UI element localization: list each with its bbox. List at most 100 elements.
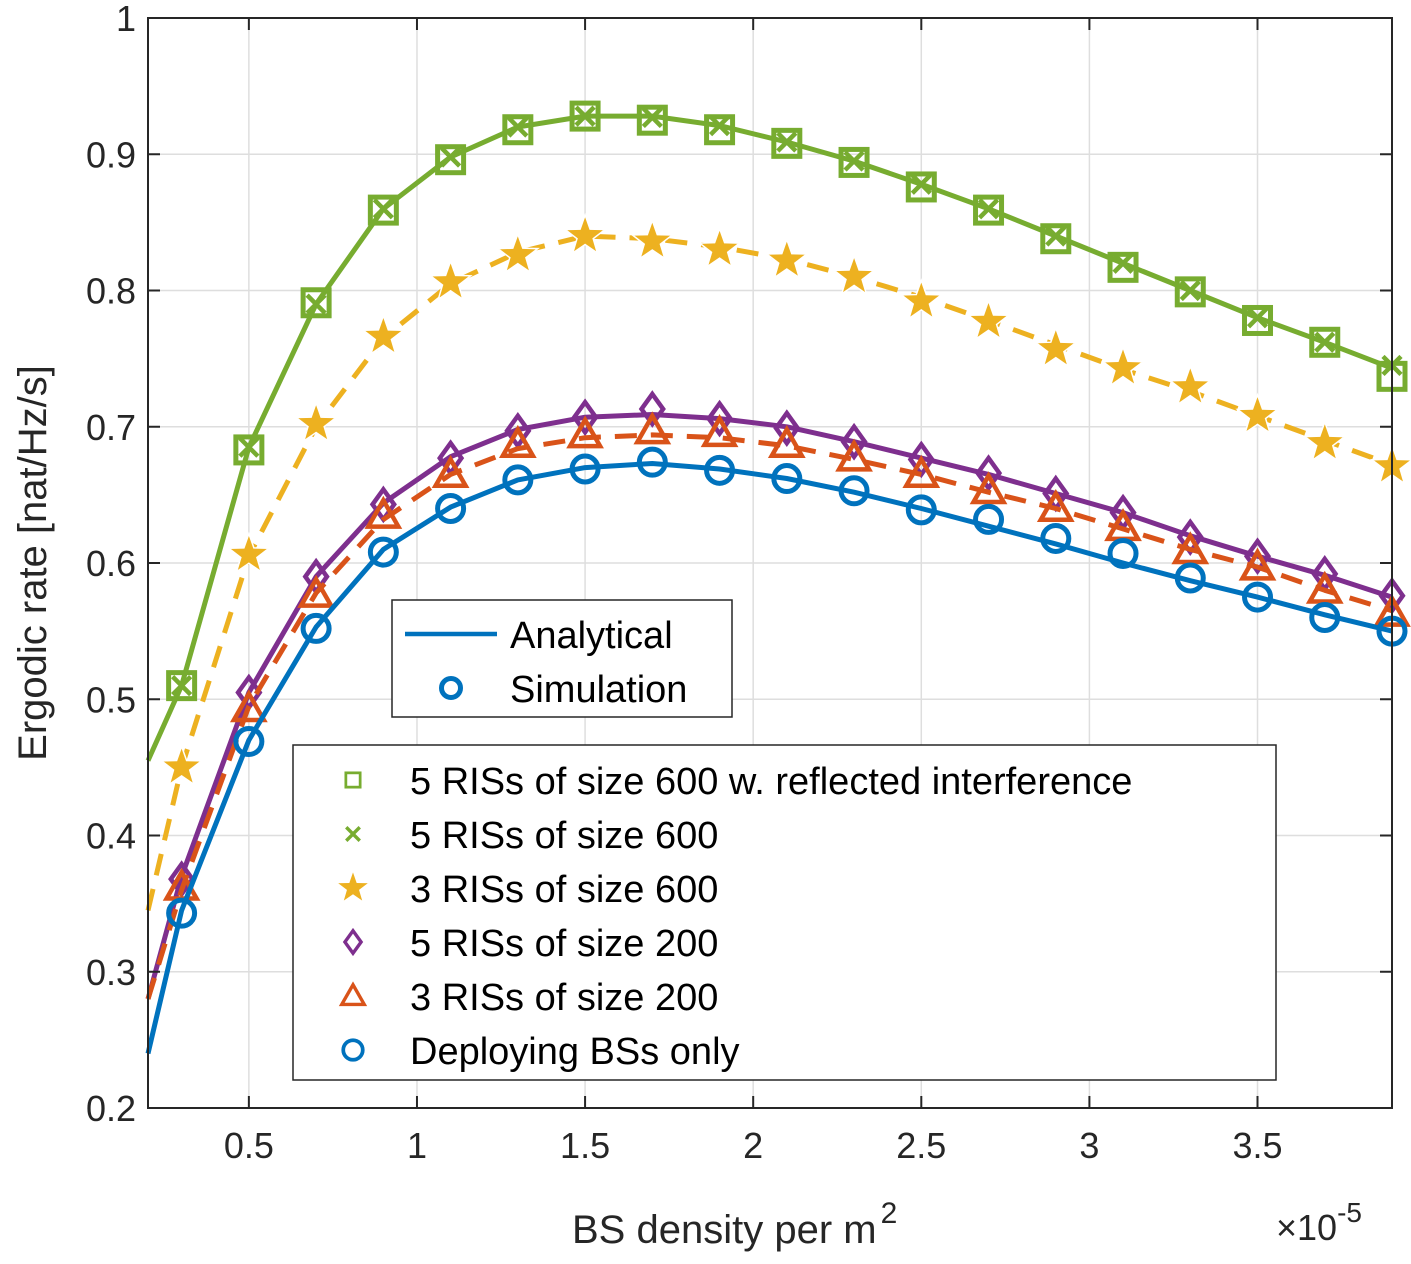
data-point-marker	[226, 531, 271, 574]
data-point-marker	[776, 131, 798, 153]
data-point-marker	[1174, 276, 1206, 308]
data-point-marker	[569, 100, 601, 132]
x-tick-label: 1.5	[560, 1125, 610, 1166]
data-point-marker	[633, 411, 672, 445]
data-point-marker	[238, 436, 260, 458]
legend-label-bs-only: Deploying BSs only	[410, 1031, 740, 1073]
data-point-marker	[1235, 392, 1280, 435]
data-point-marker	[364, 495, 403, 529]
data-point-marker	[297, 574, 335, 608]
x-exponent-power: -5	[1337, 1197, 1362, 1228]
legend-marker-star	[333, 867, 373, 905]
data-point-marker	[705, 399, 734, 438]
legend-label-5ris-600: 5 RISs of size 600	[410, 815, 718, 857]
data-point-marker	[641, 106, 663, 129]
data-point-marker	[974, 454, 1003, 492]
data-point-marker	[843, 150, 865, 172]
data-point-marker	[504, 411, 532, 450]
data-point-marker	[305, 293, 327, 315]
legend-simulation-label: Simulation	[510, 669, 687, 711]
data-point-marker	[502, 464, 534, 496]
data-point-marker	[831, 253, 877, 296]
data-point-marker	[300, 612, 332, 644]
y-tick-label: 0.4	[86, 816, 136, 857]
data-point-marker	[764, 237, 809, 280]
data-point-marker	[1238, 547, 1277, 581]
data-point-marker	[1176, 518, 1204, 556]
data-point-marker	[431, 454, 470, 488]
y-axis-label: Ergodic rate [nat/Hz/s]	[11, 365, 55, 761]
data-point-marker	[1100, 344, 1146, 388]
data-point-marker	[838, 146, 870, 178]
data-point-marker	[440, 146, 462, 168]
legend-marker-x	[345, 826, 361, 842]
data-point-marker	[367, 536, 399, 568]
data-point-marker	[704, 454, 736, 486]
data-point-marker	[1040, 522, 1072, 554]
data-point-marker	[498, 424, 537, 458]
data-point-marker	[838, 475, 870, 507]
series-3	[145, 390, 1406, 1000]
data-point-marker	[574, 105, 596, 127]
data-point-marker	[293, 400, 339, 443]
x-tick-label: 2.5	[896, 1125, 946, 1166]
data-point-marker	[361, 313, 406, 356]
data-point-marker	[840, 422, 868, 461]
series-layer	[145, 100, 1411, 1055]
data-point-marker	[697, 226, 742, 269]
series-4	[145, 411, 1411, 1000]
legend-style: Analytical Simulation	[391, 599, 733, 718]
data-point-marker	[966, 298, 1011, 341]
data-point-marker	[233, 725, 265, 757]
legend-series-box	[292, 744, 1277, 1081]
x-tick-label: 2	[743, 1125, 763, 1166]
x-tick-label: 3	[1079, 1125, 1099, 1166]
legend-simulation-marker	[439, 676, 463, 700]
data-point-marker	[771, 463, 803, 495]
data-point-marker	[1107, 251, 1139, 283]
data-point-marker	[977, 198, 1000, 220]
data-point-marker	[1040, 223, 1072, 255]
data-point-marker	[1309, 602, 1341, 633]
data-point-marker	[435, 493, 467, 524]
data-point-marker	[507, 116, 529, 138]
data-point-marker	[907, 440, 935, 479]
y-tick-label: 0.2	[86, 1088, 136, 1129]
x-axis-label-superscript: 2	[881, 1197, 898, 1230]
data-point-marker	[367, 194, 399, 226]
data-point-marker	[905, 171, 937, 203]
data-point-marker	[910, 173, 932, 195]
data-point-marker	[435, 144, 467, 176]
data-point-marker	[571, 398, 599, 437]
data-point-marker	[562, 212, 608, 255]
data-point-marker	[233, 434, 265, 466]
data-point-marker	[1243, 537, 1272, 576]
data-point-marker	[229, 689, 268, 723]
legend-analytical-label: Analytical	[510, 615, 673, 657]
data-point-marker	[1168, 363, 1213, 407]
legend-label-5ris-200: 5 RISs of size 200	[410, 923, 718, 965]
series-line	[145, 412, 1393, 1000]
data-point-marker	[1242, 581, 1274, 613]
series-5	[145, 446, 1408, 1055]
y-tick-label: 0.3	[86, 952, 136, 993]
data-point-marker	[166, 670, 198, 702]
x-tick-label: 1	[407, 1125, 427, 1166]
data-point-marker	[905, 494, 937, 526]
series-line	[145, 233, 1393, 911]
series-1	[171, 105, 1403, 697]
data-point-marker	[1246, 307, 1269, 329]
data-point-marker	[1174, 562, 1206, 594]
data-point-marker	[771, 127, 803, 159]
data-point-marker	[502, 114, 534, 146]
data-point-marker	[708, 115, 731, 137]
y-tick-label: 0.6	[86, 543, 136, 584]
legend-marker-square	[344, 771, 362, 789]
data-point-marker	[569, 453, 601, 485]
data-point-marker	[630, 218, 675, 261]
y-tick-label: 1	[116, 0, 136, 39]
data-point-marker	[566, 415, 604, 449]
legend-label-5ris-600-interference: 5 RISs of size 600 w. reflected interfer…	[410, 761, 1132, 803]
